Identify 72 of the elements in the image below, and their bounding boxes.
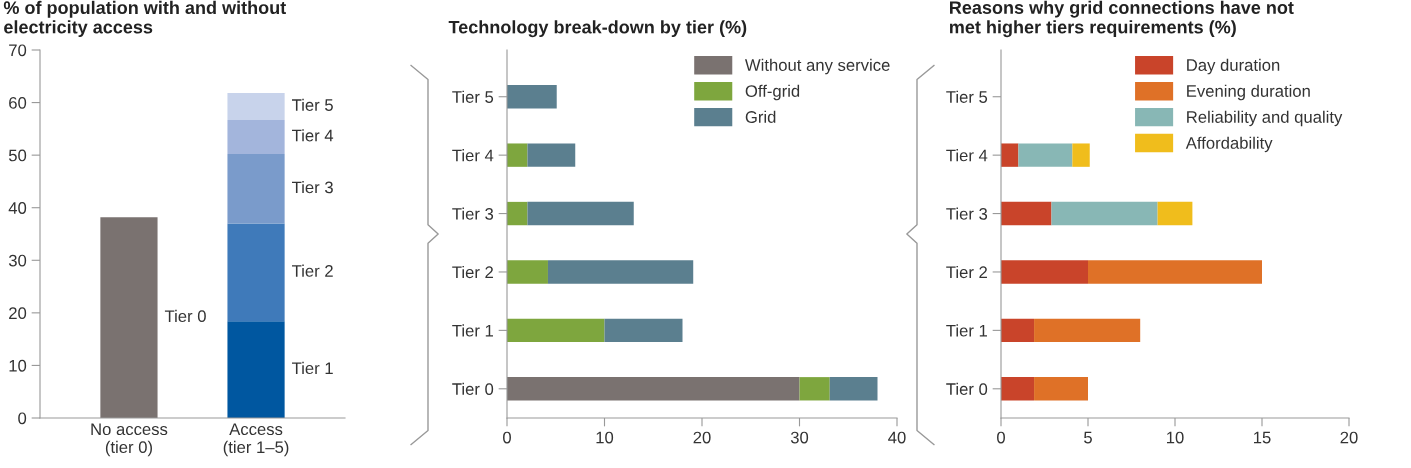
legend-label: Reliability and quality	[1187, 110, 1343, 127]
x-tick-label: 10	[596, 431, 614, 444]
bar	[1001, 201, 1052, 226]
bar	[507, 377, 800, 401]
bar	[1018, 143, 1073, 167]
legend-label: Evening duration	[1187, 84, 1310, 101]
x-tick-label: 5	[1084, 431, 1092, 444]
y-tick-label: 70	[9, 44, 27, 57]
y-tick-label: Tier 2	[452, 265, 493, 279]
series-label: Tier 0	[164, 309, 206, 323]
bar	[1034, 318, 1141, 343]
bar	[604, 318, 683, 343]
bar	[527, 201, 634, 226]
bar	[799, 377, 830, 401]
bar	[507, 318, 605, 343]
x-tick-label: Access (tier 1–5)	[223, 423, 289, 457]
y-tick-label: Tier 0	[946, 382, 988, 395]
y-tick-label: 40	[8, 202, 27, 214]
y-tick-label: Tier 3	[452, 207, 494, 220]
bar	[507, 201, 528, 226]
bar	[1072, 143, 1090, 167]
bar	[1001, 318, 1035, 343]
y-tick-label: 10	[9, 359, 27, 372]
y-tick-label: Tier 0	[452, 382, 494, 395]
x-tick-label: 10	[1167, 431, 1184, 444]
legend-label: Off-grid	[745, 84, 800, 101]
y-tick-label: Tier 1	[946, 324, 987, 337]
bar	[547, 260, 694, 284]
bar	[527, 143, 576, 167]
x-tick-label: 0	[503, 431, 511, 444]
chart-title: Reasons why grid connections have not met higher tiers requirements (%)	[949, 0, 1294, 38]
x-tick-label: 30	[790, 431, 809, 444]
series-label: Tier 5	[292, 98, 333, 111]
bar	[1088, 260, 1262, 284]
x-tick-label: 0	[997, 431, 1005, 444]
series-label: Tier 4	[292, 129, 334, 142]
series-label: Tier 1	[292, 361, 333, 375]
bar	[507, 85, 557, 109]
series-label: Tier 3	[292, 181, 333, 194]
y-tick-label: Tier 4	[946, 149, 988, 162]
y-tick-label: Tier 5	[946, 90, 988, 103]
y-tick-label: 30	[8, 254, 27, 267]
legend-label: Without any service	[744, 58, 890, 75]
bar	[1001, 260, 1088, 284]
x-tick-label: 20	[1340, 431, 1358, 444]
bar	[829, 377, 878, 401]
legend-label: Grid	[745, 110, 776, 123]
chart-title: Technology break-down by tier (%)	[448, 20, 747, 38]
y-tick-label: 0	[18, 412, 27, 425]
bar	[507, 260, 548, 284]
bar	[1034, 377, 1088, 401]
chart-title: % of population with and without electricity access	[3, 0, 286, 38]
bar	[1001, 143, 1019, 167]
y-tick-label: 60	[9, 96, 27, 109]
x-tick-label: 15	[1254, 431, 1271, 444]
y-tick-label: Tier 3	[946, 207, 988, 220]
y-tick-label: Tier 2	[946, 265, 987, 279]
bar	[1157, 201, 1193, 226]
bar	[1051, 201, 1158, 226]
y-tick-label: 20	[9, 307, 27, 320]
bar	[1001, 377, 1035, 401]
x-tick-label: 20	[693, 431, 711, 444]
y-tick-label: Tier 4	[452, 149, 494, 162]
series-label: Tier 2	[292, 264, 333, 277]
y-tick-label: Tier 1	[452, 324, 493, 337]
x-tick-label: 40	[888, 431, 906, 444]
y-tick-label: 50	[8, 149, 27, 162]
legend-label: Day duration	[1187, 58, 1280, 75]
y-tick-label: Tier 5	[452, 90, 494, 103]
x-tick-label: No access (tier 0)	[91, 423, 168, 457]
legend-label: Affordability	[1185, 136, 1273, 153]
bar	[507, 143, 528, 167]
